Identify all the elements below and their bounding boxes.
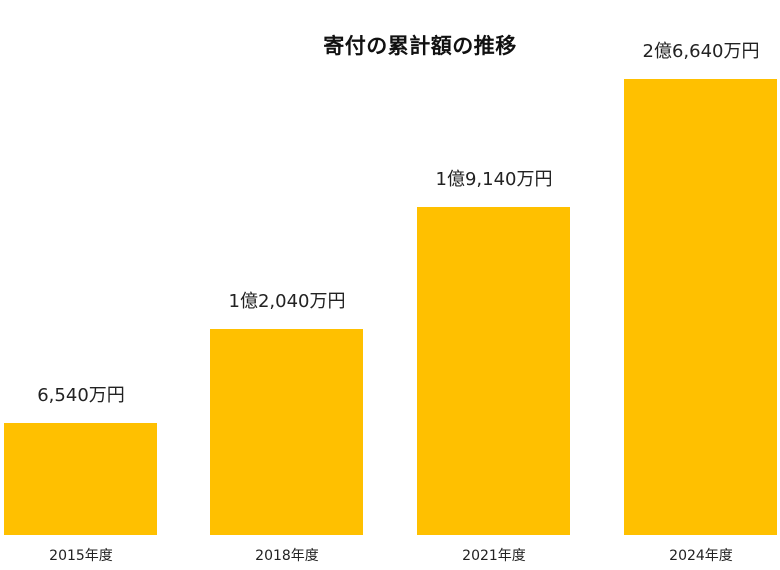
bar-2018 (210, 329, 363, 535)
bar-2015 (4, 423, 157, 535)
x-tick-label-2015: 2015年度 (49, 548, 113, 564)
data-label-2024: 2億6,640万円 (642, 41, 760, 62)
bar-2021 (417, 207, 570, 535)
data-label-2015: 6,540万円 (37, 385, 125, 406)
data-label-2018: 1億2,040万円 (228, 291, 346, 312)
x-tick-label-2018: 2018年度 (255, 548, 319, 564)
bar-2024 (624, 79, 777, 535)
chart-title: 寄付の累計額の推移 (323, 34, 517, 58)
data-label-2021: 1億9,140万円 (435, 169, 553, 190)
x-tick-label-2024: 2024年度 (669, 548, 733, 564)
x-tick-label-2021: 2021年度 (462, 548, 526, 564)
